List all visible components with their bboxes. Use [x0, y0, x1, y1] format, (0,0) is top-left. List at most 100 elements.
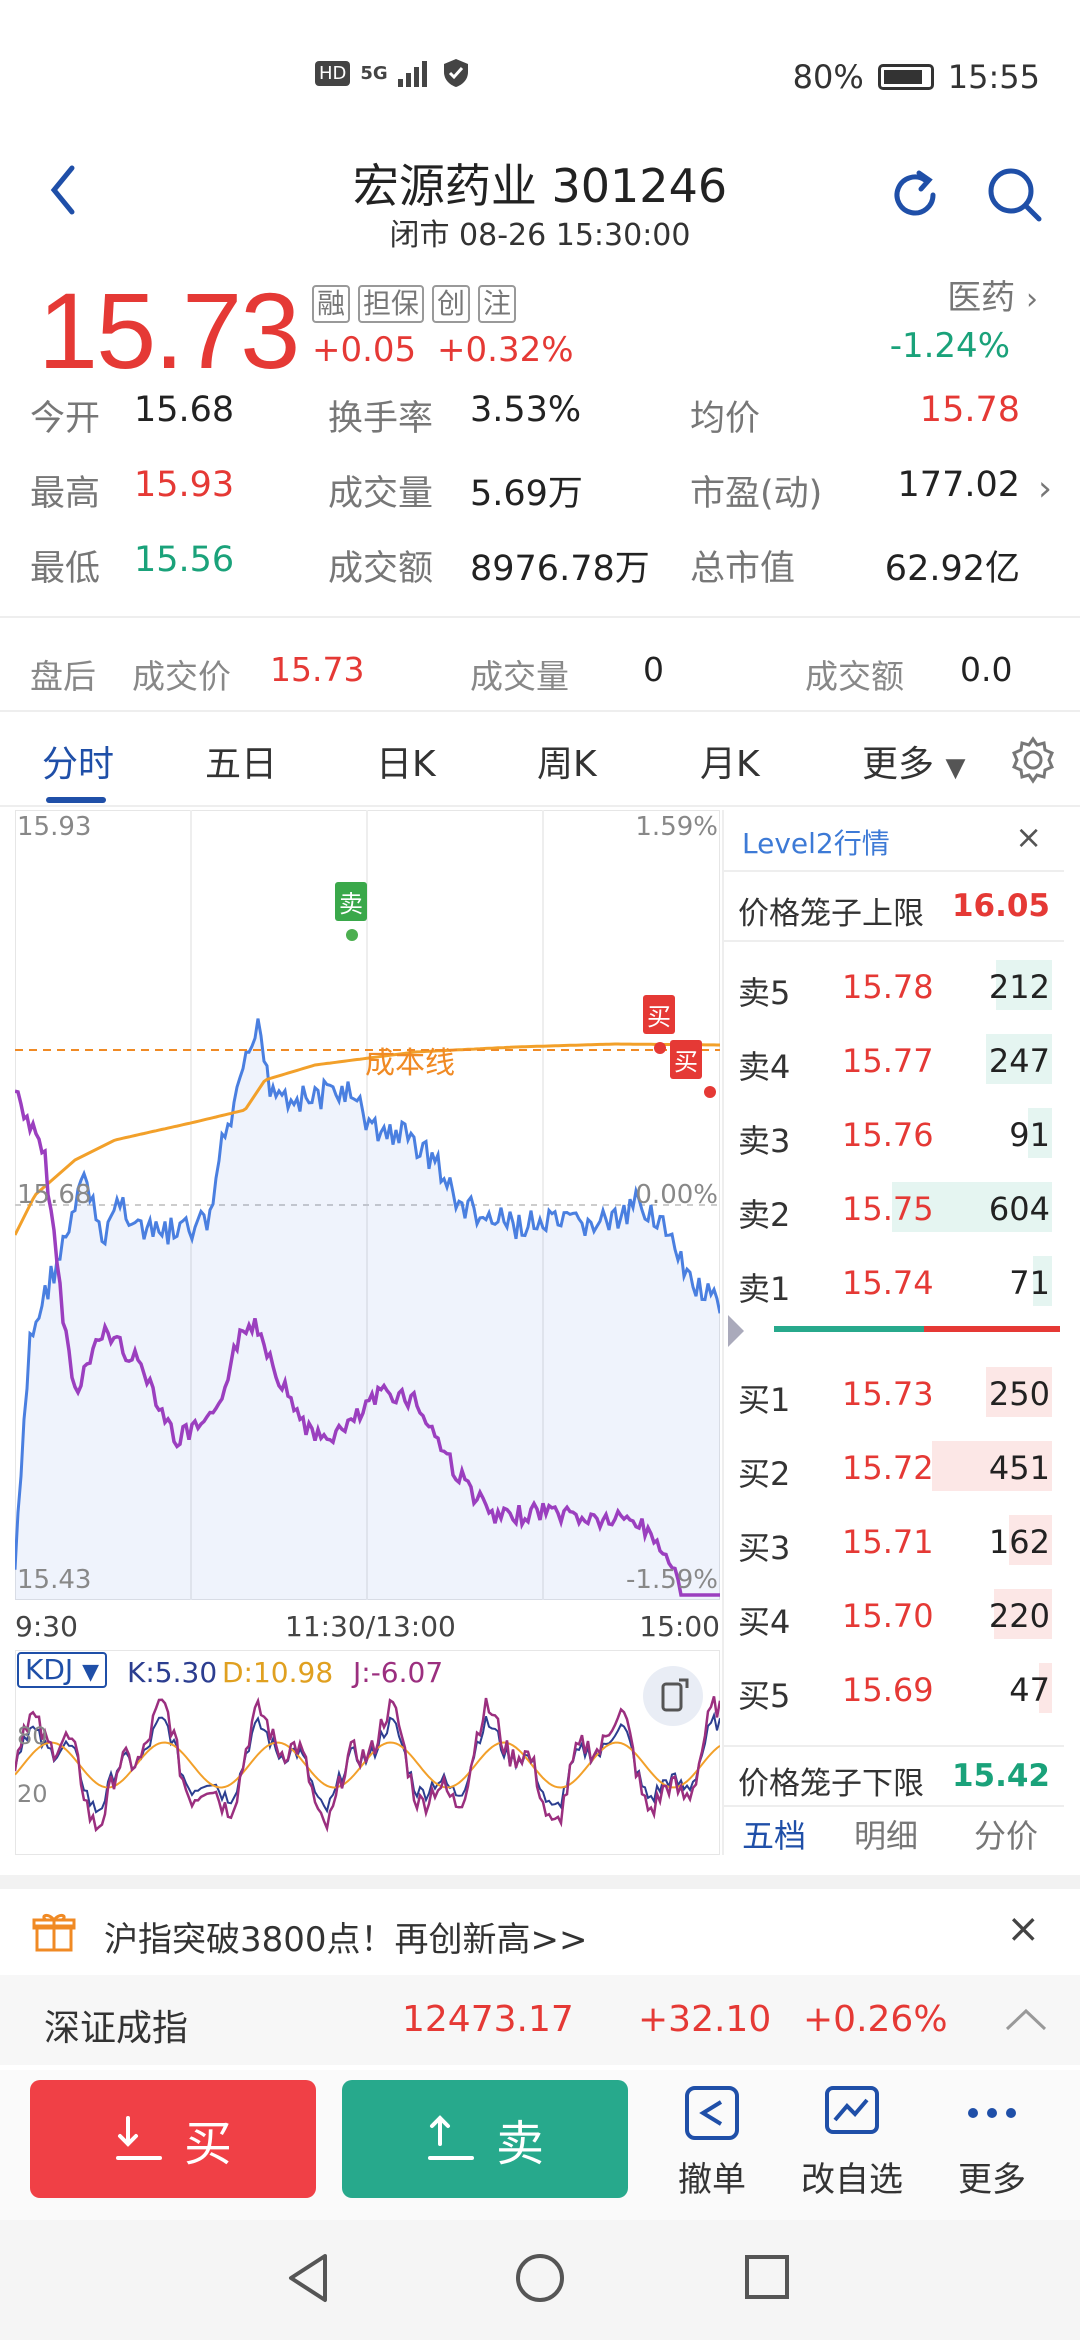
buy-marker[interactable]: 买 [670, 1040, 702, 1079]
kdj-j-value: J:-6.07 [353, 1656, 444, 1689]
ask-level-row[interactable]: 卖3 15.76 91 [724, 1096, 1064, 1170]
more-button[interactable]: 更多 [932, 2082, 1052, 2201]
price-change: +0.05 +0.32% [312, 330, 574, 370]
lower-limit-label: 价格笼子下限 [738, 1766, 924, 1802]
nav-home-icon[interactable] [512, 2250, 568, 2306]
price-line [15, 1018, 720, 1570]
tag-registration[interactable]: 注 [478, 285, 517, 323]
divider [724, 870, 1064, 872]
ask-level-row[interactable]: 卖1 15.74 71 [724, 1244, 1064, 1318]
average-line [15, 1042, 720, 1236]
y-mid-pct-label: 0.00% [635, 1180, 718, 1210]
tag-margin[interactable]: 融 [312, 285, 351, 323]
rotate-screen-button[interactable] [643, 1666, 703, 1726]
tab-weekly-k[interactable]: 周K [537, 744, 597, 785]
stat-value-amount: 8976.78万 [470, 549, 650, 589]
battery-percent: 80% [792, 58, 864, 96]
nav-back-icon[interactable] [283, 2250, 333, 2306]
ask-level-row[interactable]: 卖5 15.78 212 [724, 948, 1064, 1022]
tab-daily-k[interactable]: 日K [376, 744, 436, 785]
edit-watchlist-button[interactable]: 改自选 [792, 2082, 912, 2201]
tag-collateral[interactable]: 担保 [358, 285, 425, 323]
buy-marker[interactable]: 买 [643, 995, 675, 1034]
level2-title[interactable]: Level2行情 [742, 827, 890, 860]
book-tab-detail[interactable]: 明细 [854, 1817, 919, 1855]
bid-level-volume: 220 [988, 1597, 1050, 1635]
close-icon[interactable]: × [1006, 1906, 1040, 1952]
after-hours-amt: 0.0 [960, 650, 1013, 689]
bid-level-price: 15.70 [842, 1597, 934, 1635]
tag-chinext[interactable]: 创 [432, 285, 471, 323]
nav-recents-icon[interactable] [742, 2252, 792, 2302]
ask-level-volume: 71 [1009, 1264, 1050, 1302]
stat-label-amount: 成交额 [328, 549, 434, 589]
settings-gear-icon[interactable] [1008, 735, 1058, 785]
bid-level-row[interactable]: 买4 15.70 220 [724, 1577, 1064, 1651]
divider [0, 805, 1080, 807]
intraday-chart[interactable]: 15.93 1.59% 15.68 0.00% 15.43 -1.59% 成本线… [15, 810, 720, 1855]
buy-dot [704, 1086, 716, 1098]
status-icons: HD 5G [315, 58, 470, 88]
stat-label-open: 今开 [30, 399, 101, 439]
ask-level-price: 15.78 [842, 968, 934, 1006]
bid-level-row[interactable]: 买2 15.72 451 [724, 1429, 1064, 1503]
stat-label-low: 最低 [30, 549, 101, 589]
refresh-icon[interactable] [885, 165, 945, 225]
indicator-selector[interactable]: KDJ ▼ [17, 1652, 108, 1688]
ask-ratio-bar [774, 1326, 924, 1332]
y-mid-label: 15.68 [17, 1180, 92, 1210]
cancel-order-icon [685, 2086, 739, 2140]
x-start-label: 9:30 [15, 1610, 78, 1643]
stat-label-volume: 成交量 [328, 474, 434, 514]
sector-change: -1.24% [889, 326, 1010, 366]
price-chart-svg[interactable] [15, 810, 720, 1600]
close-icon[interactable]: × [1015, 818, 1042, 856]
more-label: 更多 [958, 2160, 1026, 2200]
promo-text[interactable]: 沪指突破3800点！再创新高>> [104, 1920, 588, 1960]
back-arrow-icon[interactable] [40, 160, 90, 220]
bid-level-label: 买1 [738, 1381, 791, 1419]
index-name: 深证成指 [44, 2008, 189, 2049]
buy-label: 买 [183, 2116, 232, 2172]
index-ticker[interactable]: 深证成指 12473.17 +32.10 +0.26% [0, 1975, 1080, 2065]
lower-limit-value: 15.42 [951, 1758, 1050, 1794]
ask-level-label: 卖1 [738, 1270, 791, 1308]
bid-level-price: 15.69 [842, 1671, 934, 1709]
tab-monthly-k[interactable]: 月K [700, 744, 760, 785]
bid-volume-bar [1039, 1663, 1052, 1713]
bid-level-row[interactable]: 买1 15.73 250 [724, 1355, 1064, 1429]
x-mid-label: 11:30/13:00 [285, 1610, 456, 1643]
edit-watchlist-label: 改自选 [801, 2160, 903, 2200]
ask-level-row[interactable]: 卖2 15.75 604 [724, 1170, 1064, 1244]
chevron-right-icon[interactable]: › [1038, 469, 1052, 509]
search-icon[interactable] [985, 165, 1045, 225]
chevron-up-icon[interactable] [1003, 2005, 1049, 2033]
tab-intraday[interactable]: 分时 [42, 744, 115, 785]
buy-button[interactable]: 买 [30, 2080, 316, 2198]
action-bar: 买 卖 撤单 改自选 更多 [0, 2070, 1080, 2220]
kdj-chart-svg[interactable] [15, 1650, 720, 1855]
book-tab-price[interactable]: 分价 [974, 1817, 1039, 1855]
tab-more[interactable]: 更多 ▼ [862, 735, 965, 787]
cancel-order-button[interactable]: 撤单 [652, 2082, 772, 2201]
y-low-label: 15.43 [17, 1565, 92, 1595]
bid-level-row[interactable]: 买3 15.71 162 [724, 1503, 1064, 1577]
tab-five-day[interactable]: 五日 [205, 744, 278, 785]
sector-name: 医药 [947, 278, 1016, 318]
promo-banner[interactable]: 沪指突破3800点！再创新高>> × [0, 1890, 1080, 1970]
sell-button[interactable]: 卖 [342, 2080, 628, 2198]
bid-level-row[interactable]: 买5 15.69 47 [724, 1651, 1064, 1725]
x-end-label: 15:00 [639, 1610, 720, 1643]
ask-level-row[interactable]: 卖4 15.77 247 [724, 1022, 1064, 1096]
more-dots-icon [968, 2108, 1016, 2118]
book-tab-five[interactable]: 五档 [742, 1817, 807, 1855]
fund-flow-line [15, 1089, 720, 1597]
stats-row-2: 最高 15.93 成交量 5.69万 市盈(动) 177.02 › [0, 465, 1080, 535]
sector-link[interactable]: 医药 › [947, 270, 1038, 319]
after-hours-vol: 0 [643, 650, 664, 689]
cost-line-label: 成本线 [365, 1046, 455, 1081]
tab-more-label: 更多 [862, 744, 935, 785]
system-nav-bar [0, 2220, 1080, 2340]
expand-arrow-icon[interactable] [728, 1315, 744, 1347]
sell-marker[interactable]: 卖 [335, 882, 367, 921]
